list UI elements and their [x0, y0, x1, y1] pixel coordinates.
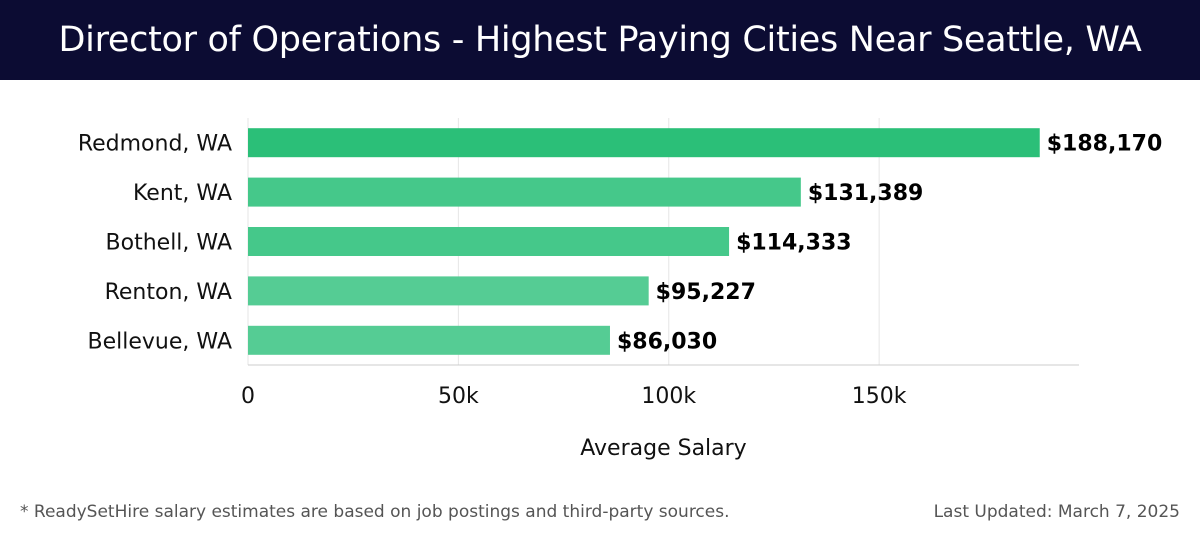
- chart-header: Director of Operations - Highest Paying …: [0, 0, 1200, 80]
- category-label: Bellevue, WA: [88, 329, 232, 354]
- bar: [248, 227, 730, 256]
- bar: [248, 276, 649, 306]
- category-label: Redmond, WA: [78, 132, 232, 157]
- last-updated: Last Updated: March 7, 2025: [933, 502, 1180, 522]
- value-label: $95,227: [656, 280, 756, 305]
- value-label: $86,030: [617, 329, 717, 354]
- chart-title: Director of Operations - Highest Paying …: [58, 20, 1142, 60]
- bar: [248, 177, 801, 207]
- x-tick-label: 50k: [438, 384, 479, 409]
- category-label: Kent, WA: [133, 181, 232, 206]
- salary-bar-chart: 0 50k 100k 150k Average Salary Redmond, WA $18…: [78, 118, 1163, 461]
- x-tick-label: 0: [241, 384, 255, 409]
- category-label: Bothell, WA: [106, 231, 232, 256]
- x-tick-label: 100k: [641, 384, 696, 409]
- value-label: $188,170: [1047, 132, 1163, 157]
- bar: [248, 325, 610, 355]
- bar: [248, 128, 1040, 158]
- x-tick-label: 150k: [852, 384, 907, 409]
- footnote: * ReadySetHire salary estimates are base…: [20, 502, 730, 522]
- x-axis-title: Average Salary: [580, 436, 746, 461]
- category-label: Renton, WA: [105, 280, 232, 305]
- value-label: $131,389: [808, 181, 924, 206]
- value-label: $114,333: [736, 231, 852, 256]
